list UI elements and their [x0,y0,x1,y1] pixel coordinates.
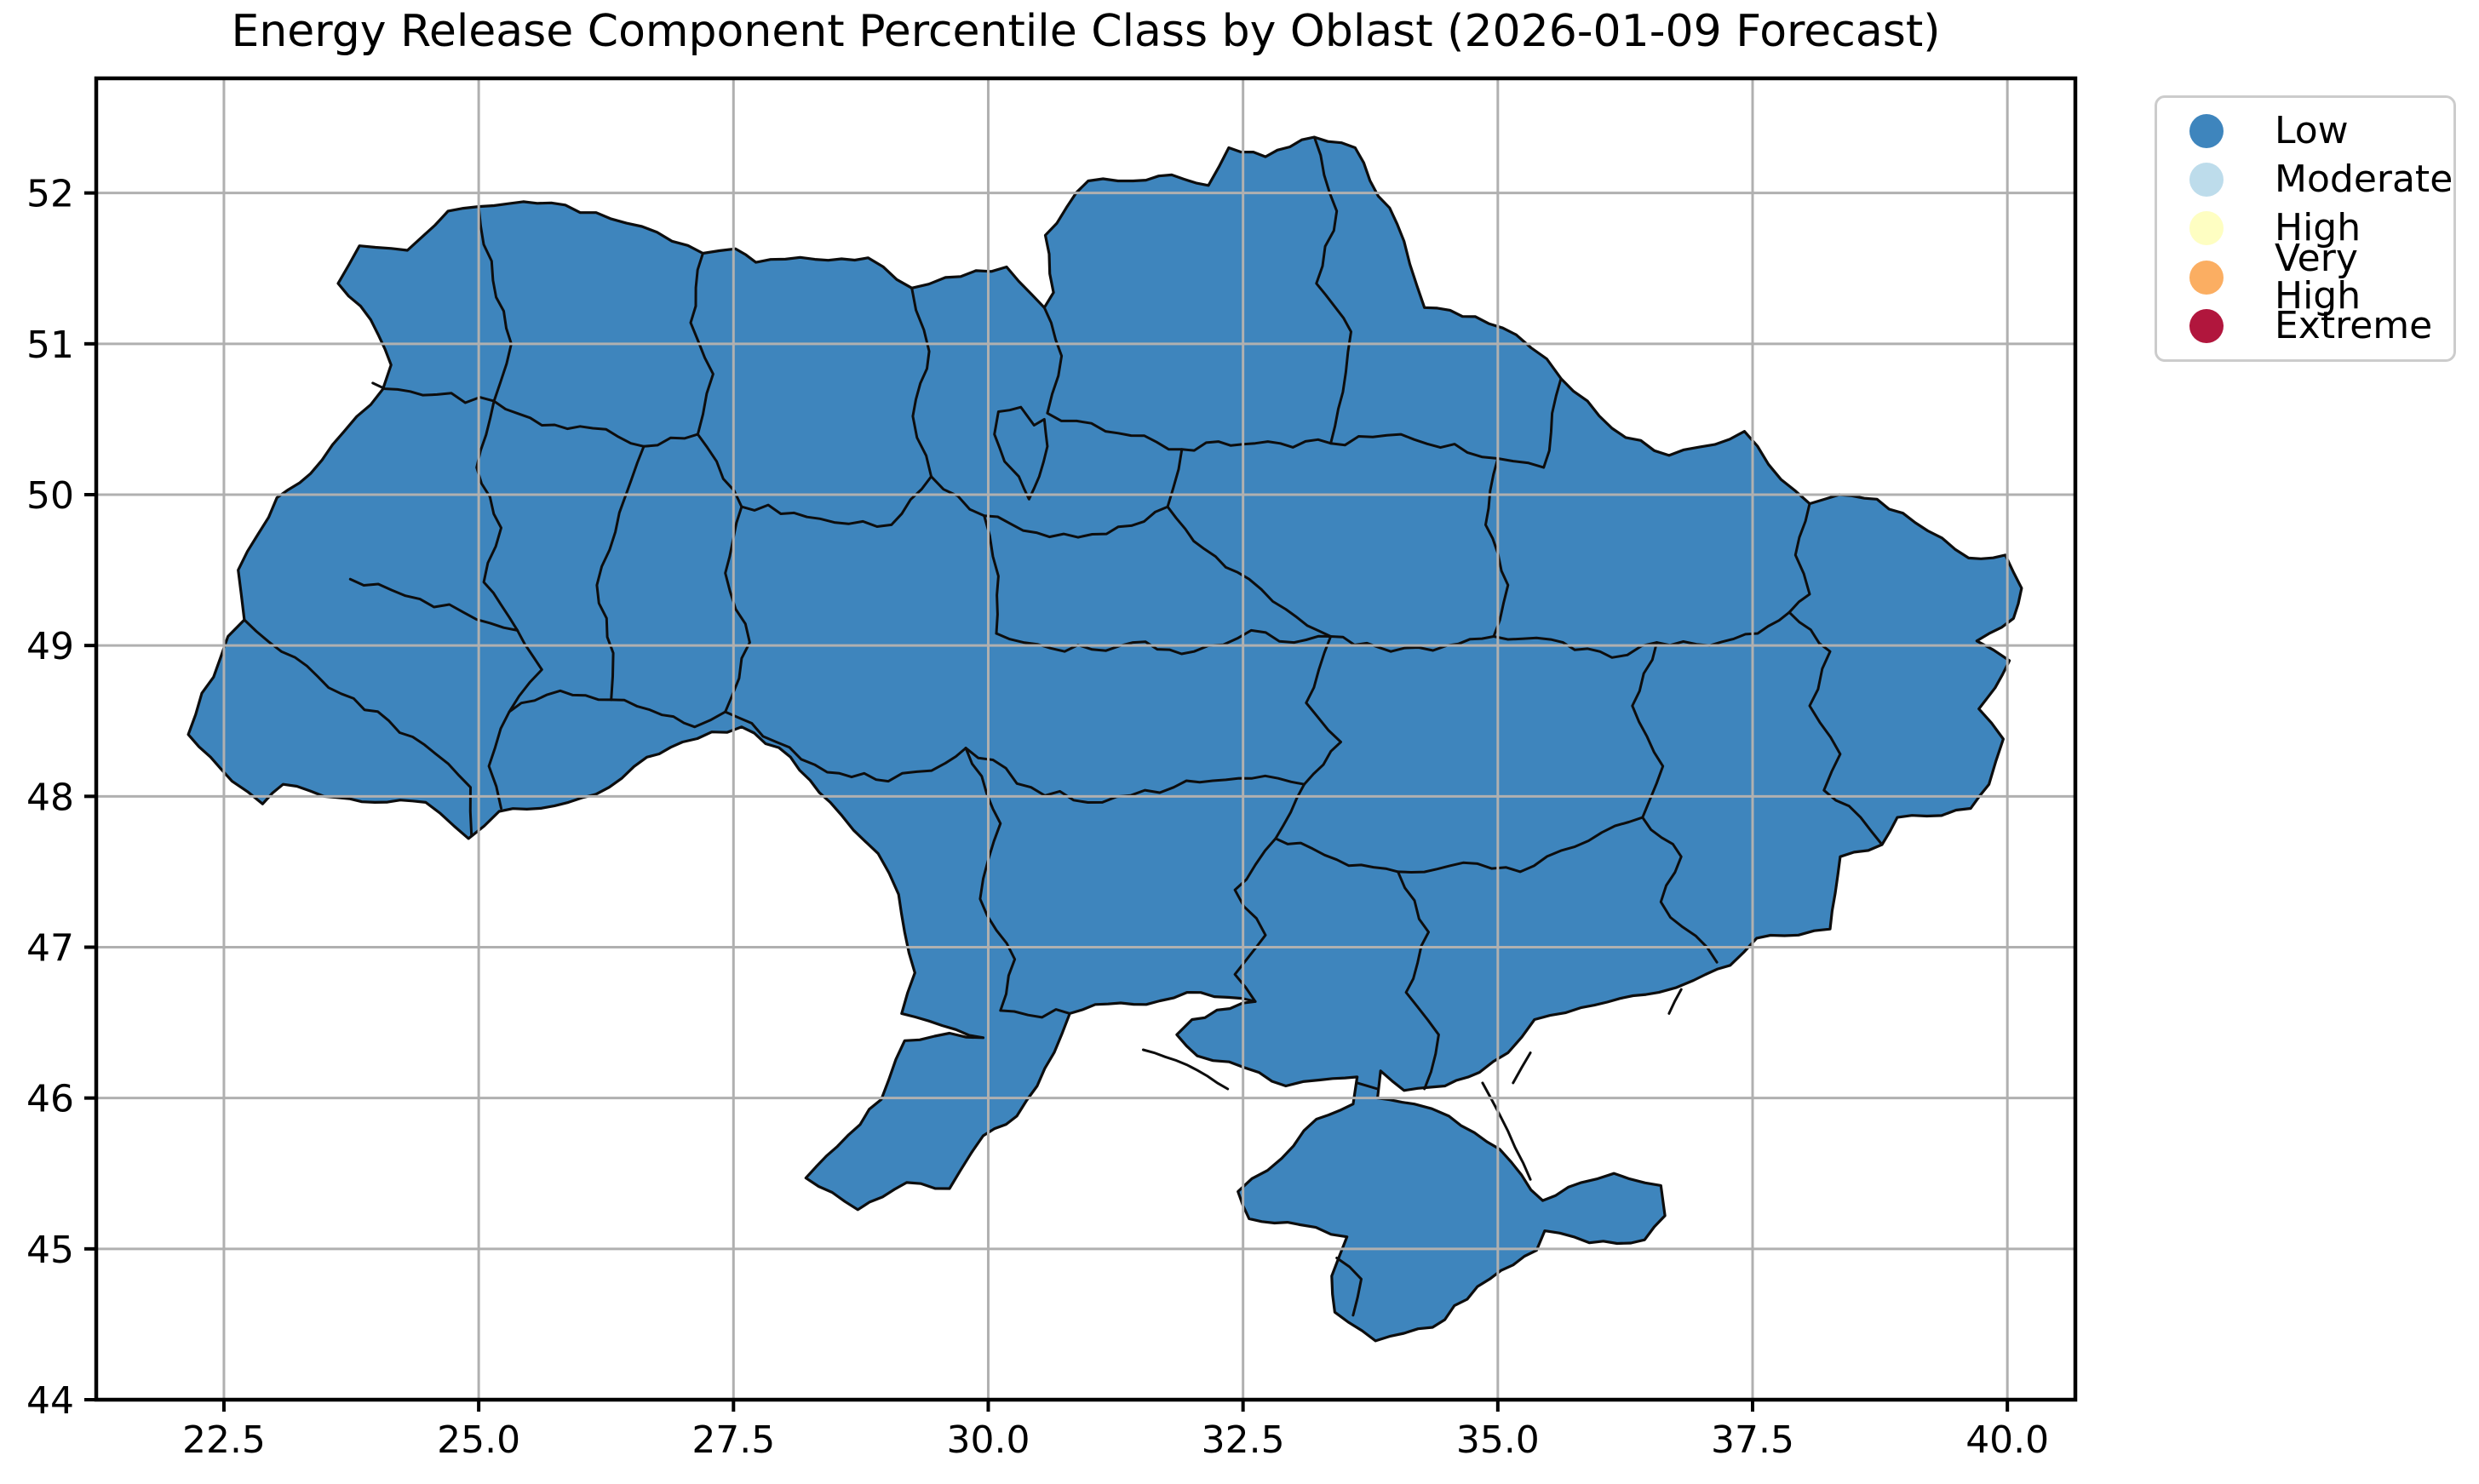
axes-frame [94,76,2078,1402]
legend-item: Extreme [2157,304,2453,348]
oblast-boundary [1788,610,1884,846]
coastal-spit [1141,1048,1230,1091]
oblast-boundary [995,628,1333,656]
oblast-boundary [1335,1257,1363,1317]
oblast-boundary [487,710,511,810]
oblast-boundary [1303,635,1342,786]
legend-item-label: Very High [2275,236,2361,318]
legend-item: High [2157,206,2453,250]
x-tick-label: 30.0 [946,1418,1030,1462]
legend-swatch-icon [2189,260,2224,295]
oblast-boundary [1492,610,1791,659]
legend-item-label: Low [2275,108,2349,152]
oblast-boundary [1397,870,1440,1091]
legend-item-label: Moderate [2275,158,2453,202]
country-outline [186,135,2023,1343]
oblast-boundary [724,710,967,783]
legend-swatch-icon [2189,113,2224,148]
legend-item: Low [2157,109,2453,153]
oblast-boundary [348,577,519,632]
x-tick-label: 40.0 [1965,1418,2049,1462]
oblast-boundary [930,448,1184,539]
y-tick-label: 48 [26,776,74,819]
y-tick-label: 46 [26,1078,74,1121]
oblast-boundary [910,286,932,478]
gridlines [96,78,2075,1401]
oblast-boundary [475,399,519,632]
figure-title: Energy Release Component Percentile Clas… [231,6,1941,57]
coastal-spit [1667,988,1683,1015]
x-tick-label: 32.5 [1202,1418,1285,1462]
x-tick-label: 37.5 [1711,1418,1794,1462]
oblast-boundary [477,205,513,403]
legend-swatch-icon [2189,211,2224,246]
oblast-boundary [1274,816,1644,874]
x-tick-label: 35.0 [1456,1418,1540,1462]
y-tick-label: 47 [26,926,74,970]
legend-swatch-icon [2189,163,2224,198]
oblast-boundary [595,444,646,702]
x-tick-label: 25.0 [437,1418,520,1462]
oblast-boundary [508,628,727,729]
oblast-boundary [689,252,714,436]
oblast-boundary [371,381,699,448]
oblast-boundary [1233,782,1305,1003]
y-tick-label: 50 [26,474,74,518]
coastal-spit [1512,1051,1532,1085]
y-tick-label: 45 [26,1229,74,1272]
oblast-boundary [1356,1081,1380,1091]
oblast-boundary [1788,502,1811,614]
y-tick-label: 51 [26,324,74,367]
oblast-boundary [1631,641,1719,964]
oblast-boundary [964,747,1071,1019]
oblast-boundary [983,514,1000,635]
legend-item: Moderate [2157,158,2453,202]
legend-item-label: High [2275,206,2361,250]
legend-item-label: Extreme [2275,304,2433,348]
x-tick-label: 27.5 [691,1418,775,1462]
y-tick-label: 44 [26,1379,74,1423]
oblast-boundary [696,433,932,528]
oblast-boundary [243,618,473,837]
legend-swatch-icon [2189,309,2224,344]
ukraine-map [186,135,2023,1343]
oblast-boundary [964,747,1305,804]
oblast-boundary [1484,457,1510,638]
axis-ticks [84,191,2010,1412]
y-tick-label: 49 [26,625,74,668]
kyiv-city-boundary [993,405,1049,501]
x-tick-label: 22.5 [182,1418,266,1462]
legend: Low Moderate High Very High Extreme [2155,95,2456,362]
legend-item: Very High [2157,239,2453,314]
axis-tick-labels: 22.5 25.0 27.5 30.0 32.5 35.0 37.5 40.0 44 45 46 47… [26,173,2049,1462]
y-tick-label: 52 [26,173,74,216]
